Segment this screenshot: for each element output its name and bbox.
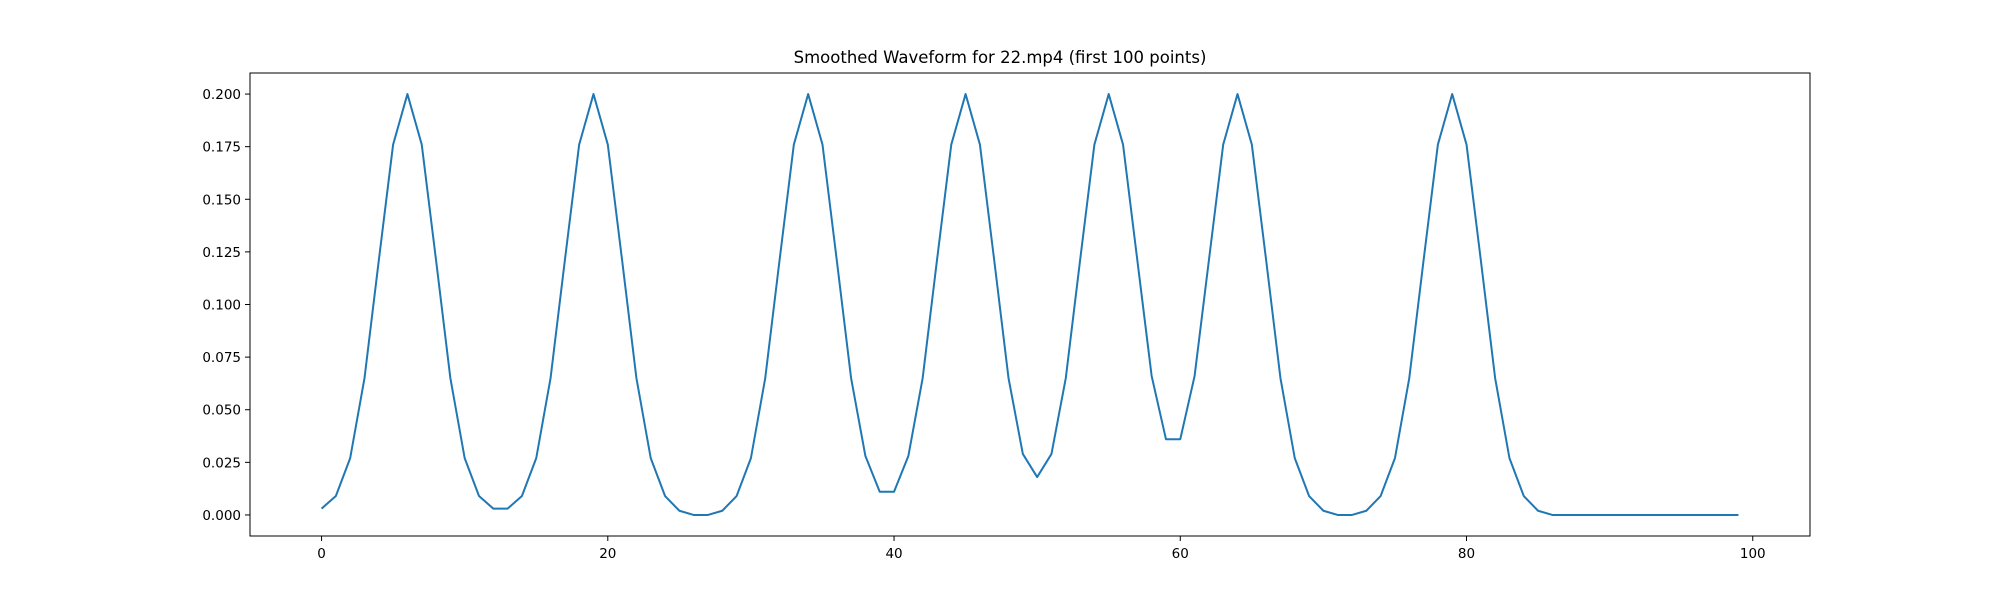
x-tick-label: 80: [1458, 546, 1475, 562]
x-tick-label: 100: [1740, 546, 1766, 562]
x-tick-label: 0: [317, 546, 326, 562]
y-tick-label: 0.025: [202, 455, 241, 471]
y-tick-label: 0.075: [202, 350, 241, 366]
y-tick-label: 0.100: [202, 298, 241, 314]
x-tick-label: 20: [599, 546, 616, 562]
y-axis: 0.000 0.025 0.050 0.075 0.100 0.125 0.150 0.175…: [202, 87, 250, 524]
plot-frame: [249, 72, 1811, 537]
y-tick-label: 0.050: [202, 403, 241, 419]
series-line: [320, 93, 1739, 516]
y-tick-label: 0.200: [202, 87, 241, 103]
y-tick-label: 0.150: [202, 192, 241, 208]
x-tick-label: 40: [885, 546, 902, 562]
y-tick-label: 0.000: [202, 508, 241, 524]
x-axis: 0 20 40 60 80 100: [317, 536, 1766, 562]
y-tick-label: 0.125: [202, 245, 241, 261]
y-tick-label: 0.175: [202, 140, 241, 156]
x-tick-label: 60: [1172, 546, 1189, 562]
chart-title: Smoothed Waveform for 22.mp4 (first 100 …: [794, 48, 1207, 67]
series-layer: [320, 93, 1739, 516]
